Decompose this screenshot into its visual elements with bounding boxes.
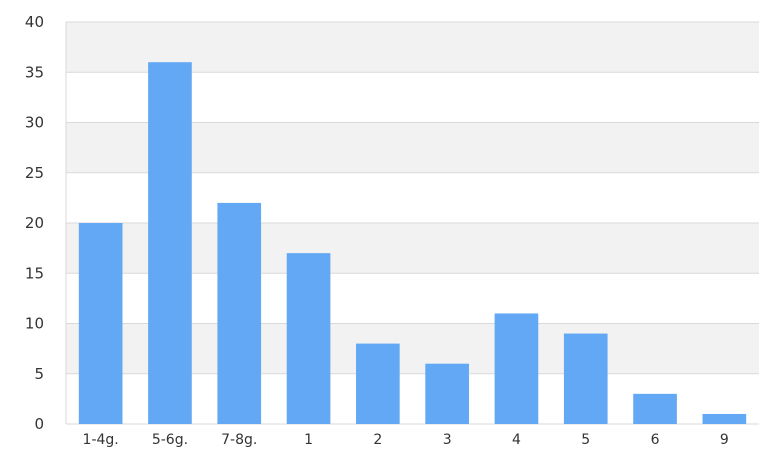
y-tick-label: 0 xyxy=(34,415,44,433)
y-tick-label: 10 xyxy=(25,315,44,333)
bar-7-8g. xyxy=(217,202,262,424)
y-tick-label: 30 xyxy=(25,114,44,132)
x-tick-label: 1-4g. xyxy=(83,432,119,448)
y-tick-label: 5 xyxy=(34,365,44,383)
y-tick-label: 35 xyxy=(25,63,44,81)
x-axis-ticks: 1-4g. 5-6g. 7-8g. 1 2 3 4 5 6 9 xyxy=(83,432,729,448)
y-tick-label: 25 xyxy=(25,164,44,182)
bar-3 xyxy=(425,363,469,424)
y-tick-label: 15 xyxy=(25,264,44,282)
x-tick-label: 2 xyxy=(373,432,382,448)
x-tick-label: 9 xyxy=(720,432,729,448)
x-tick-label: 4 xyxy=(512,432,521,448)
y-tick-label: 20 xyxy=(25,214,44,232)
x-tick-label: 5-6g. xyxy=(152,432,188,448)
y-axis-ticks: 0 5 10 15 20 25 30 35 40 xyxy=(25,13,44,433)
bar-6 xyxy=(633,393,677,424)
bar-4 xyxy=(494,313,539,424)
bar-1 xyxy=(286,253,331,424)
y-tick-label: 40 xyxy=(25,13,44,31)
bars xyxy=(78,62,747,424)
bar-2 xyxy=(356,343,400,424)
x-tick-label: 3 xyxy=(443,432,452,448)
x-tick-label: 1 xyxy=(304,432,313,448)
bar-5 xyxy=(563,333,608,424)
bar-1-4g. xyxy=(78,223,123,424)
x-tick-label: 6 xyxy=(651,432,660,448)
x-tick-label: 7-8g. xyxy=(221,432,257,448)
bar-9 xyxy=(702,413,747,424)
x-tick-label: 5 xyxy=(581,432,590,448)
bar-5-6g. xyxy=(148,62,192,424)
